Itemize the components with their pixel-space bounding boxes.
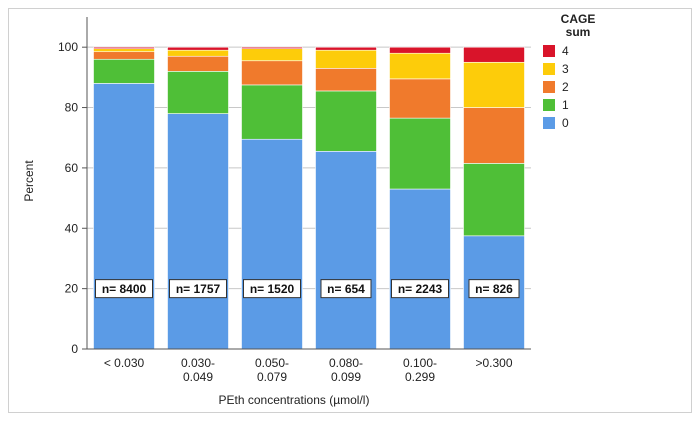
bar-segment-cat0-cage1 <box>93 58 155 84</box>
x-tick-labels: < 0.030 0.030-0.049 0.050-0.079 0.080-0.099… <box>104 356 513 384</box>
axes-group <box>82 17 531 350</box>
legend: CAGE sum 4 3 2 1 0 <box>543 12 595 130</box>
bar-segment-cat3-cage4 <box>315 46 377 51</box>
n-label-box-3 <box>320 279 372 299</box>
x-tick-label-1: 0.030-0.049 <box>181 356 215 384</box>
legend-label-2: 2 <box>562 80 569 94</box>
n-label-4: n= 2243 <box>398 282 443 296</box>
bar-segment-cat4-cage4 <box>389 46 451 54</box>
bar-segment-cat2-cage1 <box>241 84 303 140</box>
n-label-box-1 <box>169 279 227 299</box>
x-tick-label-0: < 0.030 <box>104 356 145 370</box>
legend-label-0: 0 <box>562 116 569 130</box>
x-tick-label-3: 0.080-0.099 <box>329 356 363 384</box>
legend-label-3: 3 <box>562 62 569 76</box>
n-label-1: n= 1757 <box>176 282 221 296</box>
bar-segment-cat1-cage1 <box>167 71 229 114</box>
bar-segment-cat4-cage1 <box>389 117 451 190</box>
bar-segment-cat1-cage0 <box>167 113 229 350</box>
bar-segment-cat3-cage3 <box>315 49 377 69</box>
n-label-5: n= 826 <box>475 282 513 296</box>
n-label-box-4 <box>391 279 449 299</box>
legend-swatch-2 <box>543 81 555 93</box>
bar-segment-cat2-cage0 <box>241 138 303 350</box>
legend-swatch-1 <box>543 99 555 111</box>
legend-label-1: 1 <box>562 98 569 112</box>
y-tick-labels: 0 20 40 60 80 100 <box>58 40 78 356</box>
bar-segment-cat0-cage0 <box>93 83 155 350</box>
bar-segment-cat0-cage4 <box>93 46 155 49</box>
legend-title: CAGE sum <box>561 12 596 39</box>
bar-segment-cat5-cage2 <box>463 107 525 164</box>
legend-label-4: 4 <box>562 44 569 58</box>
x-tick-label-2: 0.050-0.079 <box>255 356 289 384</box>
bar-segment-cat1-cage4 <box>167 46 229 51</box>
chart-frame: 0 20 40 60 80 100 < 0.030 0.030-0.049 0.050-0.0… <box>8 8 692 413</box>
bar-segment-cat0-cage2 <box>93 51 155 60</box>
n-labels: n= 8400 n= 1757 n= 1520 n= 654 n= 2243 n= 826 <box>95 279 520 299</box>
bar-segment-cat2-cage4 <box>241 46 303 49</box>
bar-segment-cat5-cage3 <box>463 61 525 108</box>
n-label-box-0 <box>95 279 153 299</box>
legend-swatch-4 <box>543 45 555 57</box>
bar-segment-cat2-cage2 <box>241 60 303 86</box>
legend-swatch-0 <box>543 117 555 129</box>
bar-segment-cat3-cage0 <box>315 151 377 350</box>
y-tick-label-0: 0 <box>71 342 78 356</box>
bar-segment-cat1-cage2 <box>167 55 229 72</box>
y-axis-title: Percent <box>22 160 36 202</box>
bar-segment-cat5-cage4 <box>463 46 525 63</box>
bar-segment-cat4-cage2 <box>389 78 451 119</box>
n-label-box-2 <box>243 279 301 299</box>
n-label-2: n= 1520 <box>250 282 295 296</box>
x-axis-title: PEth concentrations (µmol/l) <box>219 393 370 407</box>
n-label-box-5 <box>468 279 520 299</box>
n-label-0: n= 8400 <box>102 282 147 296</box>
y-tick-label-100: 100 <box>58 40 78 54</box>
legend-swatch-3 <box>543 63 555 75</box>
y-tick-label-80: 80 <box>65 101 79 115</box>
x-tick-label-5: >0.300 <box>475 356 512 370</box>
bar-segment-cat3-cage1 <box>315 90 377 152</box>
bar-segment-cat2-cage3 <box>241 48 303 62</box>
x-tick-label-4: 0.100-0.299 <box>403 356 437 384</box>
y-tick-label-40: 40 <box>65 221 79 235</box>
n-label-3: n= 654 <box>327 282 365 296</box>
bar-segment-cat4-cage3 <box>389 52 451 80</box>
bar-segment-cat0-cage3 <box>93 48 155 53</box>
gridlines <box>87 46 531 290</box>
bar-segment-cat3-cage2 <box>315 68 377 92</box>
bar-segment-cat4-cage0 <box>389 188 451 350</box>
bars-group <box>93 46 525 350</box>
bar-segment-cat5-cage1 <box>463 163 525 237</box>
y-tick-label-60: 60 <box>65 161 79 175</box>
bar-segment-cat1-cage3 <box>167 49 229 57</box>
y-tick-label-20: 20 <box>65 282 79 296</box>
